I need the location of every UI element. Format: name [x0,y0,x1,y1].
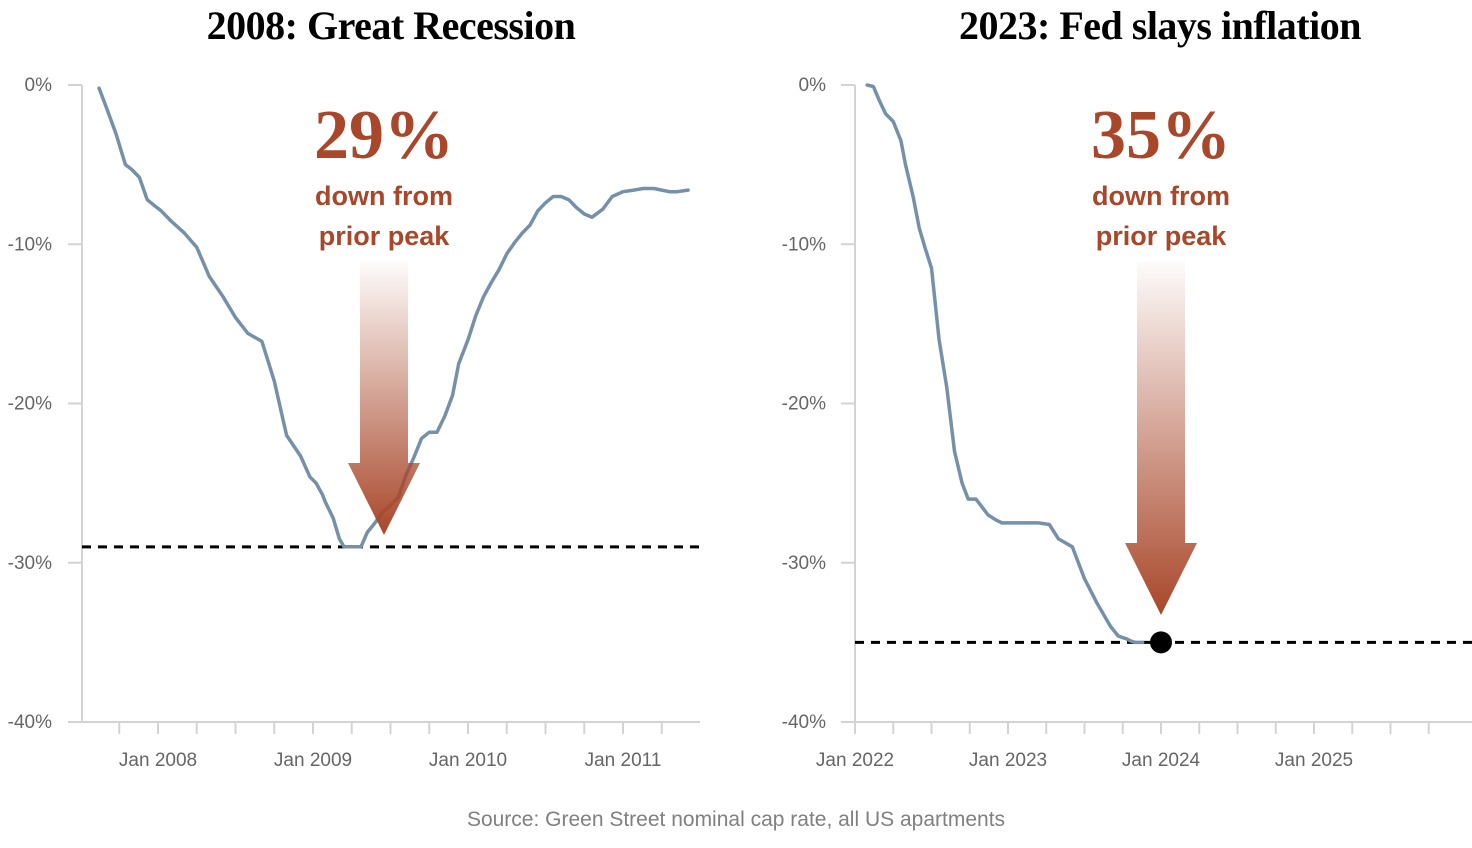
x-tick-label: Jan 2022 [816,750,894,771]
chart-panel-fed-inflation: 0% -10% -20% -30% -40% Jan 2022 Jan 2023 Jan 20… [782,75,1472,771]
x-tick-label: Jan 2025 [1275,750,1353,771]
source-note: Source: Green Street nominal cap rate, a… [466,808,1006,831]
x-tick-label: Jan 2011 [585,750,662,771]
series-line [865,83,1145,645]
annotation-text-line: down from [1092,181,1230,211]
annotation-text-line: down from [315,181,453,211]
y-tick-label: -40% [8,712,52,733]
y-tick-label: -30% [8,553,52,574]
chart-title-right: 2023: Fed slays inflation [959,3,1361,48]
y-tick-label: -20% [782,394,826,415]
x-tick-label: Jan 2024 [1122,750,1201,771]
annotation-text-line: prior peak [1096,221,1228,251]
down-arrow-icon [348,262,420,535]
down-arrow-icon [1125,262,1197,615]
annotation-text-line: prior peak [319,221,451,251]
y-tick-label: 0% [25,75,53,96]
y-tick-label: -40% [782,712,826,733]
annotation-percent: 35% [1091,97,1231,174]
chart-title-left: 2008: Great Recession [206,3,576,48]
x-tick-label: Jan 2008 [119,750,197,771]
y-tick-label: -10% [782,234,826,255]
x-tick-label: Jan 2023 [969,750,1047,771]
y-tick-label: -20% [8,394,52,415]
x-tick-label: Jan 2010 [429,750,507,771]
y-tick-label: -10% [8,234,52,255]
y-tick-label: -30% [782,553,826,574]
y-tick-label: 0% [799,75,827,96]
trough-marker-dot [1150,631,1172,654]
annotation-percent: 29% [314,97,454,174]
x-tick-label: Jan 2009 [274,750,352,771]
chart-panel-great-recession: 0% -10% -20% -30% -40% Jan 2008 Jan 2009 Jan 20… [8,75,700,771]
